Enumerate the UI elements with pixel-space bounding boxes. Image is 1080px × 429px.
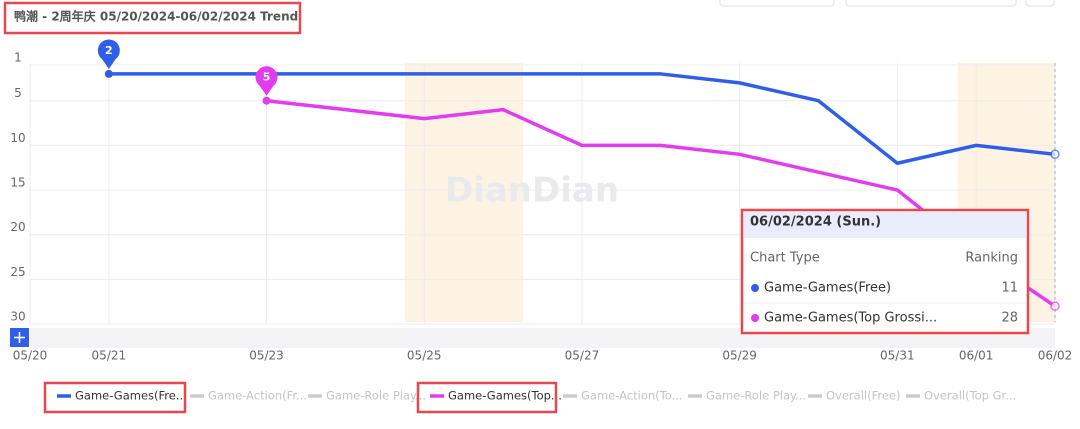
control[interactable] [719,0,835,7]
chart-title: 鸭潮 - 2周年庆 05/20/2024-06/02/2024 Trend [14,9,298,24]
tooltip-series: Game-Games(Free) [764,281,891,296]
legend-label[interactable]: Game-Action(Fr... [208,389,307,403]
tooltip-value: 28 [1001,311,1018,326]
tooltip-series: Game-Games(Top Grossi... [764,311,937,326]
control[interactable] [845,0,1017,7]
legend-label[interactable]: Game-Role Play... [706,389,806,403]
y-tick-label: 15 [10,176,25,190]
legend-label[interactable]: Game-Role Play... [326,389,426,403]
legend-label[interactable]: Overall(Free) [826,389,900,403]
highlight-box [416,381,558,414]
y-tick-label: 5 [14,86,22,100]
x-tick-label: 06/01 [959,349,994,363]
start-pin [255,66,278,96]
tooltip-header [744,212,1026,238]
end-point [1050,301,1060,311]
legend-label[interactable]: Game-Games(Top... [448,389,562,403]
x-tick-label: 05/20 [13,349,48,363]
tooltip-column: Ranking [965,251,1018,266]
y-tick-label: 20 [10,220,25,234]
x-tick-label: 05/27 [565,349,600,363]
legend-label[interactable]: Game-Games(Fre... [75,389,187,403]
start-pin-label: 2 [105,44,113,57]
tooltip-title: 06/02/2024 (Sun.) [750,215,881,230]
start-point [104,69,113,78]
tooltip: 06/02/2024 (Sun.) Chart Type Ranking Gam… [740,208,1030,335]
highlight-box [43,381,187,414]
x-tick-label: 05/31 [880,349,915,363]
y-tick-label: 10 [10,131,25,145]
control[interactable] [1025,0,1055,7]
start-pin [97,39,120,69]
end-point [1050,149,1060,160]
tooltip-column: Chart Type [750,251,820,266]
start-point [262,96,271,105]
tooltip-dot [751,284,759,292]
legend-label[interactable]: Game-Action(To... [581,389,683,403]
x-tick-label: 06/02 [1038,349,1073,363]
x-tick-label: 05/25 [407,349,442,363]
x-tick-label: 05/29 [722,349,757,363]
x-tick-label: 05/23 [249,349,284,363]
tooltip-dot [751,314,759,322]
y-tick-label: 30 [10,310,25,324]
start-pin-label: 5 [263,71,271,84]
legend-label[interactable]: Overall(Top Gr... [924,389,1016,403]
y-tick-label: 1 [14,51,22,65]
tooltip-value: 11 [1001,281,1018,296]
y-tick-label: 25 [10,265,25,279]
watermark: DianDian [445,171,619,211]
x-tick-label: 05/21 [92,349,127,363]
highlight-box [3,1,302,35]
